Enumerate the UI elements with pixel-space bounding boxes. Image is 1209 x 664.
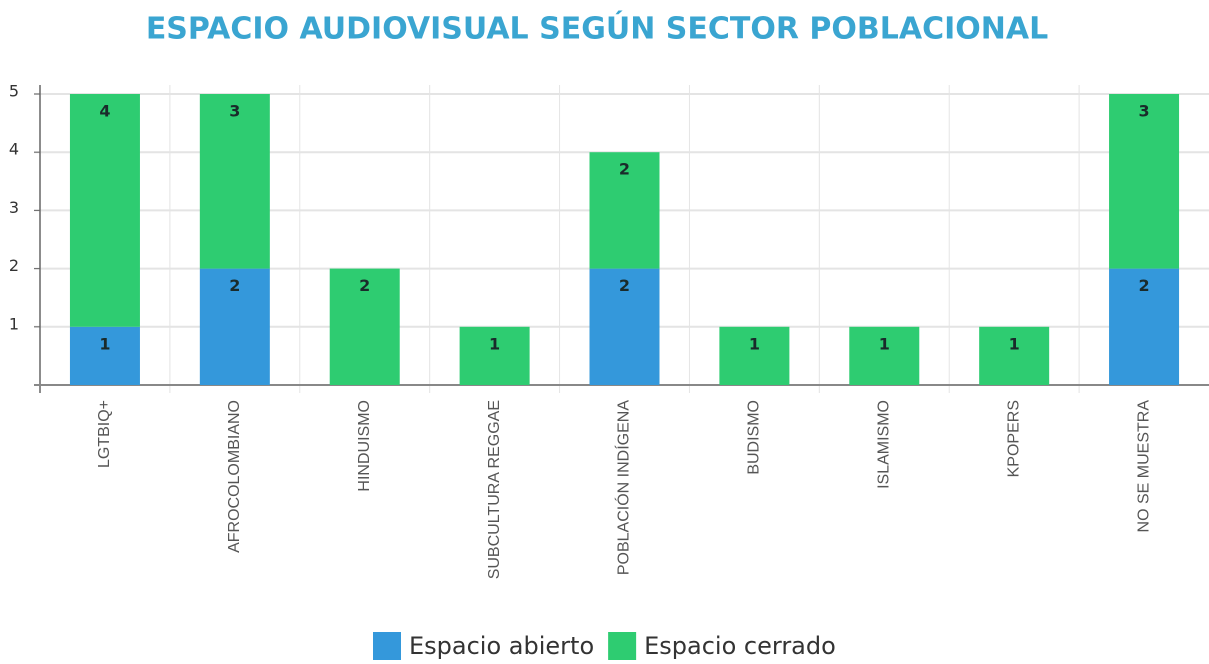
legend-label: Espacio cerrado <box>644 632 836 660</box>
x-tick-label: NO SE MUESTRA <box>1135 400 1152 533</box>
data-label: 2 <box>1138 276 1149 295</box>
data-label: 4 <box>99 102 110 121</box>
bar-segment <box>69 94 140 327</box>
bar-segment <box>589 268 660 385</box>
bar-segment <box>979 326 1050 385</box>
bar-segment <box>589 152 660 269</box>
legend-swatch <box>608 632 637 660</box>
y-tick-label: 3 <box>9 198 19 217</box>
data-label: 1 <box>489 334 500 353</box>
bar-segment <box>69 326 140 385</box>
bar-segment <box>459 326 530 385</box>
data-label: 2 <box>619 160 630 179</box>
bar-segment <box>719 326 790 385</box>
data-label: 2 <box>229 276 240 295</box>
data-label: 1 <box>99 334 110 353</box>
data-label: 3 <box>1138 102 1149 121</box>
x-tick-label: ISLAMISMO <box>875 400 892 489</box>
data-label: 2 <box>359 276 370 295</box>
data-label: 1 <box>879 334 890 353</box>
data-label: 1 <box>749 334 760 353</box>
bar-segment <box>1109 268 1180 385</box>
bar-segment <box>199 94 270 269</box>
y-tick-label: 4 <box>9 140 19 159</box>
data-label: 2 <box>619 276 630 295</box>
x-tick-label: BUDISMO <box>746 400 763 475</box>
bar-segment <box>329 268 400 385</box>
bar-segment <box>1109 94 1180 269</box>
x-tick-label: KPOPERS <box>1005 400 1022 477</box>
x-tick-label: SUBCULTURA REGGAE <box>486 400 503 579</box>
bar-segment <box>199 268 270 385</box>
data-label: 3 <box>229 102 240 121</box>
x-tick-label: AFROCOLOMBIANO <box>226 400 243 553</box>
chart-title: ESPACIO AUDIOVISUAL SEGÚN SECTOR POBLACI… <box>146 10 1048 47</box>
x-tick-label: HINDUISMO <box>356 400 373 492</box>
y-tick-label: 2 <box>9 256 19 275</box>
x-tick-label: POBLACIÓN INDÍGENA <box>614 400 633 575</box>
y-tick-label: 5 <box>9 82 19 101</box>
data-label: 1 <box>1009 334 1020 353</box>
legend-label: Espacio abierto <box>409 632 594 660</box>
bar-segment <box>849 326 920 385</box>
legend-swatch <box>373 632 401 660</box>
y-tick-label: 1 <box>9 314 19 333</box>
x-tick-label: LGTBIQ+ <box>96 400 113 468</box>
